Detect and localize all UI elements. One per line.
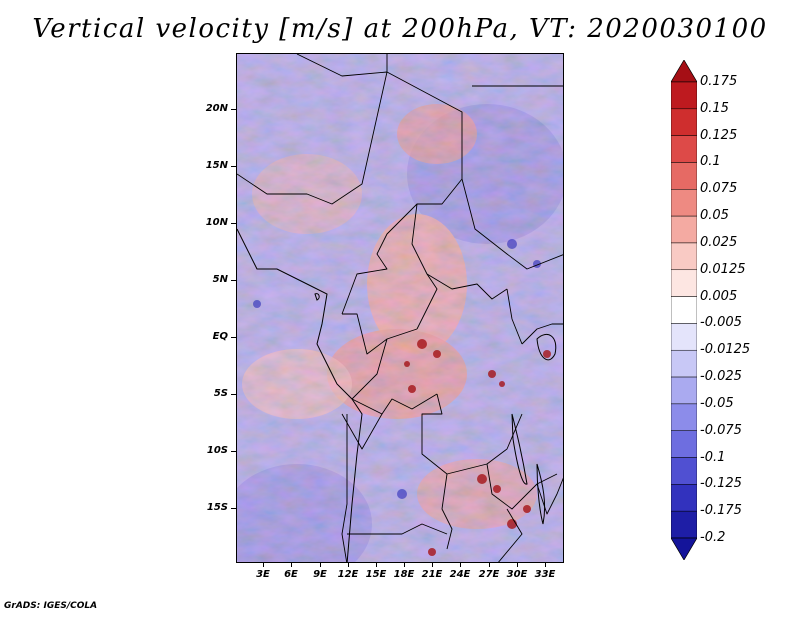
lat-tick <box>231 109 236 110</box>
lat-tick <box>231 166 236 167</box>
lon-tick <box>376 563 377 567</box>
lat-label-15n: 15N <box>205 160 228 171</box>
lon-tick <box>517 563 518 567</box>
lat-tick <box>231 508 236 509</box>
lon-tick <box>460 563 461 567</box>
grads-credit: GrADS: IGES/COLA <box>4 601 98 611</box>
lon-label-6e: 6E <box>284 569 298 580</box>
velocity-map[interactable] <box>236 53 564 563</box>
cb-label: -0.175 <box>700 503 742 519</box>
field-texture <box>237 54 563 562</box>
lon-label-18e: 18E <box>393 569 415 580</box>
cb-segment <box>671 108 697 136</box>
cb-label: 0.15 <box>700 100 729 116</box>
cb-segment <box>671 376 697 405</box>
cb-label: 0.0125 <box>700 261 746 277</box>
lon-label-3e: 3E <box>256 569 270 580</box>
velocity-field <box>237 54 563 562</box>
lat-label-eq: EQ <box>212 331 228 342</box>
lon-label-12e: 12E <box>337 569 359 580</box>
lon-tick <box>348 563 349 567</box>
lon-tick <box>545 563 546 567</box>
lon-label-15e: 15E <box>365 569 387 580</box>
cb-label: 0.075 <box>700 181 738 197</box>
cb-label: 0.175 <box>700 74 738 89</box>
lat-label-15s: 15S <box>206 502 228 513</box>
lat-tick <box>231 280 236 281</box>
cb-top-triangle <box>671 60 697 83</box>
cb-segment <box>671 162 697 190</box>
lon-label-27e: 27E <box>478 569 500 580</box>
lon-label-30e: 30E <box>506 569 528 580</box>
lon-label-33e: 33E <box>534 569 556 580</box>
lon-tick <box>263 563 264 567</box>
color-bar <box>671 60 697 560</box>
lon-tick <box>404 563 405 567</box>
lon-tick <box>432 563 433 567</box>
cb-label: -0.2 <box>700 530 726 545</box>
cb-segment <box>671 323 697 351</box>
cb-label: -0.05 <box>700 395 734 411</box>
lon-tick <box>320 563 321 567</box>
lat-label-10n: 10N <box>205 217 228 228</box>
lat-label-20n: 20N <box>205 103 228 114</box>
lat-tick <box>231 337 236 338</box>
cb-label: 0.125 <box>700 127 738 143</box>
lat-label-5s: 5S <box>213 388 228 399</box>
cb-label: -0.025 <box>700 369 742 385</box>
lat-tick <box>231 451 236 452</box>
cb-segment <box>671 135 697 163</box>
lon-label-24e: 24E <box>449 569 471 580</box>
cb-segment <box>671 403 697 431</box>
cb-segment <box>671 189 697 217</box>
cb-label: 0.05 <box>700 208 729 224</box>
cb-segment <box>671 242 697 271</box>
cb-segment <box>671 296 697 324</box>
cb-segment <box>671 269 697 297</box>
cb-bottom-triangle <box>671 537 697 560</box>
cb-label: -0.005 <box>700 315 742 331</box>
cb-segment <box>671 430 697 458</box>
cb-segment <box>671 81 697 110</box>
cb-segment <box>671 215 697 244</box>
cb-segment <box>671 484 697 512</box>
coastlines <box>237 228 557 562</box>
cb-segment <box>671 349 697 378</box>
lat-label-5n: 5N <box>212 274 228 285</box>
cb-label: 0.005 <box>700 288 738 304</box>
cb-label: -0.1 <box>700 449 726 465</box>
cb-segment <box>671 510 697 539</box>
cb-label: 0.1 <box>700 154 721 170</box>
lon-label-9e: 9E <box>313 569 327 580</box>
lat-label-10s: 10S <box>206 445 228 456</box>
lon-tick <box>489 563 490 567</box>
country-borders <box>237 54 563 562</box>
lat-tick <box>231 394 236 395</box>
cb-label: -0.075 <box>700 422 742 438</box>
lon-tick <box>291 563 292 567</box>
lat-tick <box>231 223 236 224</box>
cb-label: 0.025 <box>700 234 738 250</box>
cb-label: -0.125 <box>700 476 742 492</box>
cb-label: -0.0125 <box>700 342 751 358</box>
lon-label-21e: 21E <box>421 569 443 580</box>
cb-segment <box>671 457 697 485</box>
map-title: Vertical velocity [m/s] at 200hPa, VT: 2… <box>32 14 768 44</box>
